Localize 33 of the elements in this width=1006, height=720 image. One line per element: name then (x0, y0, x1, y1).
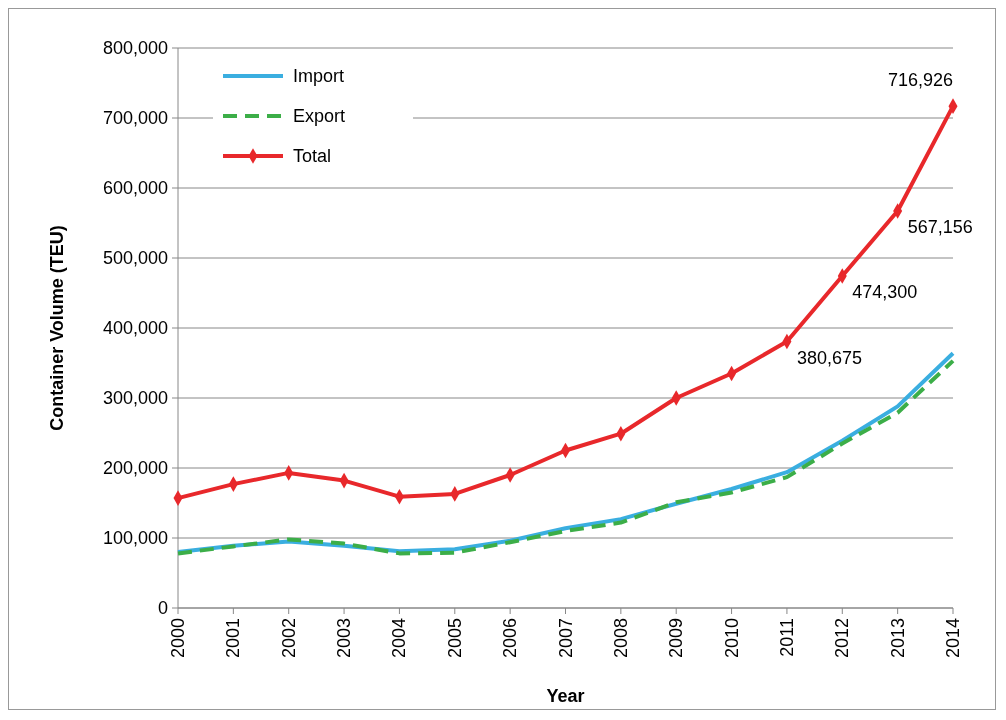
x-tick-label: 2003 (334, 618, 355, 659)
y-tick-label: 200,000 (102, 458, 168, 479)
y-tick-label: 700,000 (102, 108, 168, 129)
y-tick-label: 300,000 (102, 388, 168, 409)
x-tick-label: 2014 (943, 618, 963, 659)
x-tick-label: 2005 (444, 618, 465, 659)
x-tick-label: 2008 (610, 618, 631, 659)
x-tick-label: 2002 (278, 618, 299, 659)
legend-label: Export (293, 106, 346, 127)
x-tick-label: 2011 (776, 618, 797, 657)
x-axis-title: Year (546, 686, 585, 706)
x-tick-label: 2000 (168, 618, 188, 659)
y-axis-title: Container Volume (TEU) (47, 225, 67, 431)
y-tick-label: 100,000 (102, 528, 168, 549)
y-tick-label: 600,000 (102, 178, 168, 199)
x-tick-label: 2001 (223, 618, 244, 659)
legend-label: Total (293, 146, 332, 167)
x-tick-label: 2013 (887, 618, 908, 659)
data-label: 567,156 (907, 216, 973, 237)
x-tick-label: 2012 (832, 618, 853, 659)
y-tick-label: 0 (157, 598, 168, 619)
y-tick-label: 500,000 (102, 248, 168, 269)
x-tick-label: 2004 (389, 618, 410, 659)
data-label: 474,300 (852, 281, 918, 302)
legend-label: Import (293, 66, 345, 87)
data-label: 716,926 (887, 70, 953, 91)
x-tick-label: 2009 (666, 618, 687, 659)
x-tick-label: 2006 (500, 618, 521, 659)
x-tick-label: 2007 (555, 618, 576, 659)
y-tick-label: 800,000 (102, 38, 168, 59)
y-tick-label: 400,000 (102, 318, 168, 339)
data-label: 380,675 (796, 347, 863, 368)
x-tick-label: 2010 (721, 618, 742, 659)
